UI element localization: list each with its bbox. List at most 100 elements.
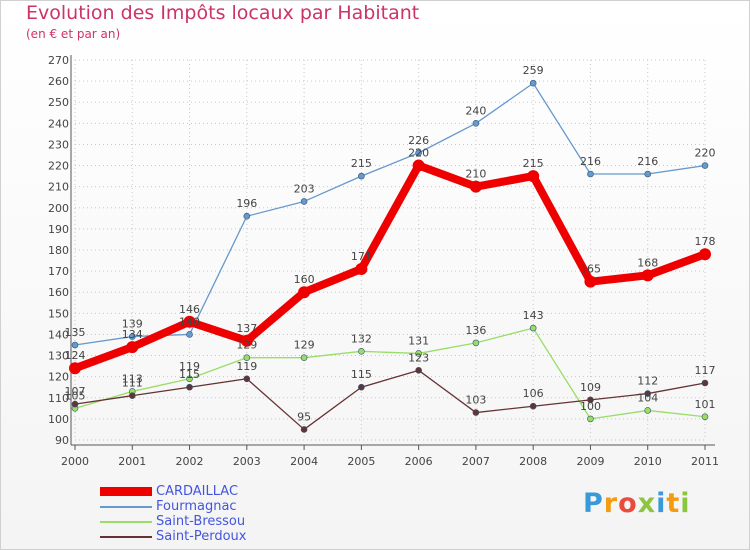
y-tick-label: 210 [48,181,69,194]
data-label: 129 [236,339,257,352]
chart-subtitle: (en € et par an) [26,27,121,41]
x-tick-label: 2004 [290,455,318,468]
data-label: 103 [465,394,486,407]
y-tick-label: 200 [48,202,69,215]
data-point [415,350,422,357]
y-tick-label: 260 [48,75,69,88]
y-tick-label: 150 [48,307,69,320]
data-point [701,379,709,387]
legend-label: Saint-Bressou [156,514,246,529]
series-line-fourmagnac [74,82,706,346]
data-label: 196 [236,197,257,210]
data-point [71,341,79,349]
data-point [472,339,480,347]
x-tick-label: 2011 [691,455,719,468]
data-point [587,415,594,423]
data-label: 178 [695,235,716,248]
y-tick-label: 140 [48,328,69,341]
legend-label: Fourmagnac [156,499,237,514]
data-label: 143 [523,309,544,322]
data-point [587,396,594,404]
legend-swatch [100,529,152,544]
data-point [358,383,365,391]
data-label: 107 [65,385,86,398]
x-tick-label: 2009 [576,455,604,468]
data-label: 259 [523,64,544,77]
y-tick-label: 180 [48,244,69,257]
chart-title: Evolution des Impôts locaux par Habitant [26,2,420,24]
data-label: 136 [465,324,486,337]
data-label: 216 [637,155,658,168]
x-tick-label: 2006 [405,455,433,468]
data-point [300,426,308,433]
data-point [472,409,480,416]
data-label: 215 [523,157,544,170]
data-label: 220 [408,147,429,160]
x-tick-label: 2001 [118,455,146,468]
data-label: 131 [408,334,429,347]
y-tick-label: 130 [48,350,69,363]
y-tick-label: 190 [48,223,69,236]
data-point [358,172,365,180]
data-point [358,348,365,355]
data-label: 106 [523,387,544,400]
logo-letter: x [637,488,657,519]
data-label: 123 [408,351,429,364]
data-point [529,324,537,332]
data-point [415,367,422,374]
legend-swatch [100,499,152,514]
data-point [469,180,482,193]
data-label: 105 [65,389,86,402]
data-label: 168 [637,256,658,269]
data-point [644,390,652,397]
data-label: 137 [236,322,257,335]
data-point [701,162,709,169]
x-tick-label: 2008 [519,455,547,468]
data-point [529,402,537,410]
data-label: 139 [122,318,143,331]
data-label: 119 [236,360,257,373]
legend-label: Saint-Perdoux [156,529,247,544]
data-point [644,407,652,414]
legend-label: CARDAILLAC [156,484,239,499]
data-label: 220 [695,147,716,160]
x-tick-label: 2000 [61,455,89,468]
series-line-cardaillac [71,161,709,373]
data-label: 203 [294,182,315,195]
data-label: 124 [65,349,86,362]
data-point [584,275,597,288]
data-point [699,248,711,261]
data-point [641,269,654,282]
data-point [183,315,196,328]
data-label: 119 [179,360,200,373]
data-label: 113 [122,372,143,385]
data-point [527,170,540,183]
data-label: 129 [294,339,315,352]
x-tick-label: 2010 [634,455,662,468]
series-line-saint-perdoux [74,369,706,431]
data-point [69,362,81,375]
data-label: 111 [122,377,143,390]
data-point [701,413,709,421]
y-tick-label: 100 [48,413,69,426]
data-point [472,120,480,127]
y-tick-label: 220 [48,160,69,173]
legend-swatch [100,514,152,529]
logo-letter: r [603,488,619,519]
y-tick-label: 230 [48,138,69,151]
data-label: 135 [65,326,86,339]
data-point [128,333,136,340]
data-label: 140 [179,315,200,328]
y-tick-label: 270 [48,54,69,67]
x-tick-label: 2002 [176,455,204,468]
data-label: 112 [637,375,658,388]
data-point [529,79,537,87]
data-label: 115 [351,368,372,381]
data-label: 165 [580,263,601,276]
data-label: 109 [580,381,601,394]
series-line-saint-bressou [74,327,706,420]
data-point [71,400,79,408]
data-point [243,354,251,361]
data-label: 240 [465,104,486,117]
